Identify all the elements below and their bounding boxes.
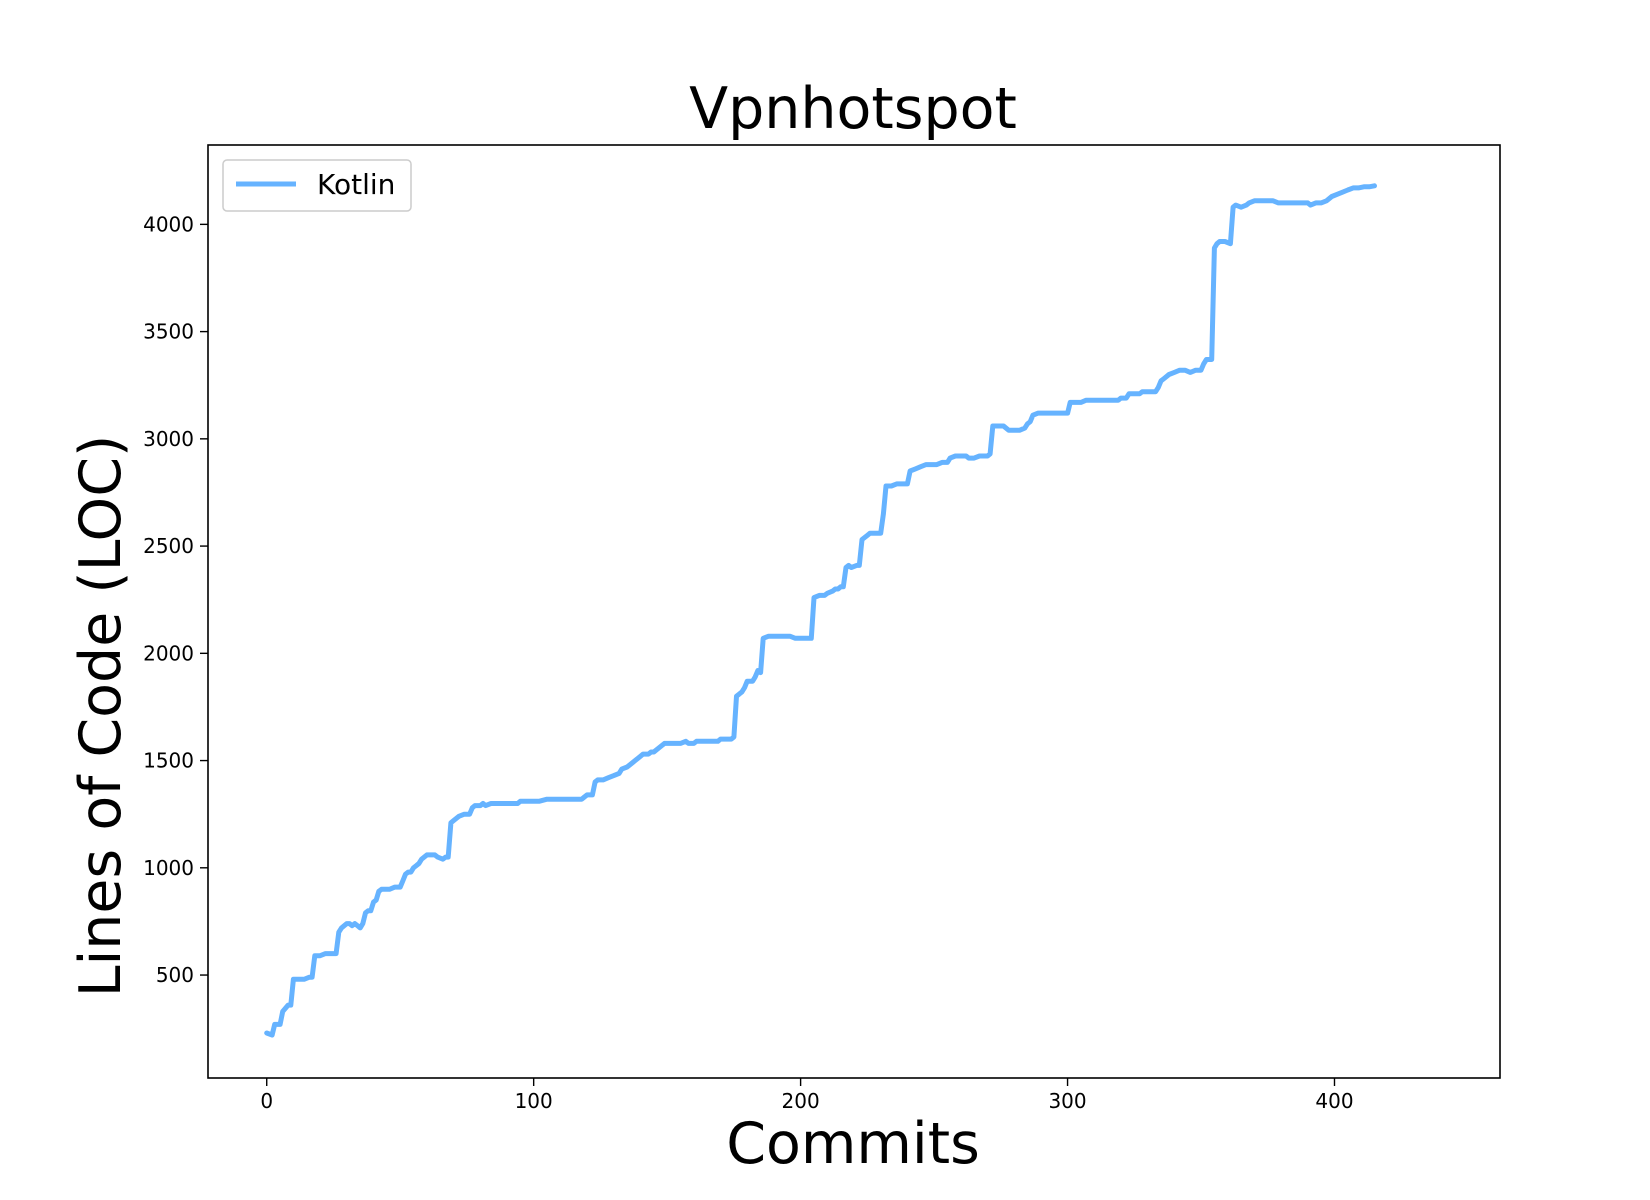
legend-box <box>222 159 412 212</box>
y-tick-label: 500 <box>156 963 194 987</box>
y-tick-label: 1500 <box>143 749 194 773</box>
axes-frame <box>207 144 1501 1079</box>
y-tick-label: 4000 <box>143 212 194 236</box>
y-tick-label: 2500 <box>143 534 194 558</box>
chart-title: Vpnhotspot <box>689 76 1017 142</box>
x-tick-label: 400 <box>1315 1089 1353 1113</box>
legend: Kotlin <box>222 159 412 212</box>
x-tick-label: 0 <box>260 1089 273 1113</box>
y-axis-label: Lines of Code (LOC) <box>68 435 134 998</box>
x-tick-label: 200 <box>782 1089 820 1113</box>
y-tick-label: 1000 <box>143 856 194 880</box>
legend-label: Kotlin <box>317 168 395 201</box>
series-line-kotlin <box>264 183 1377 1038</box>
x-tick-label: 100 <box>515 1089 553 1113</box>
y-tick-label: 3500 <box>143 320 194 344</box>
x-tick-label: 300 <box>1048 1089 1086 1113</box>
x-axis-label: Commits <box>726 1111 980 1177</box>
y-tick-label: 3000 <box>143 427 194 451</box>
plot-area: 0 100 200 300 400 500 1000 1500 2000 2500 3000 3500… <box>143 144 1501 1113</box>
y-tick-label: 2000 <box>143 641 194 665</box>
